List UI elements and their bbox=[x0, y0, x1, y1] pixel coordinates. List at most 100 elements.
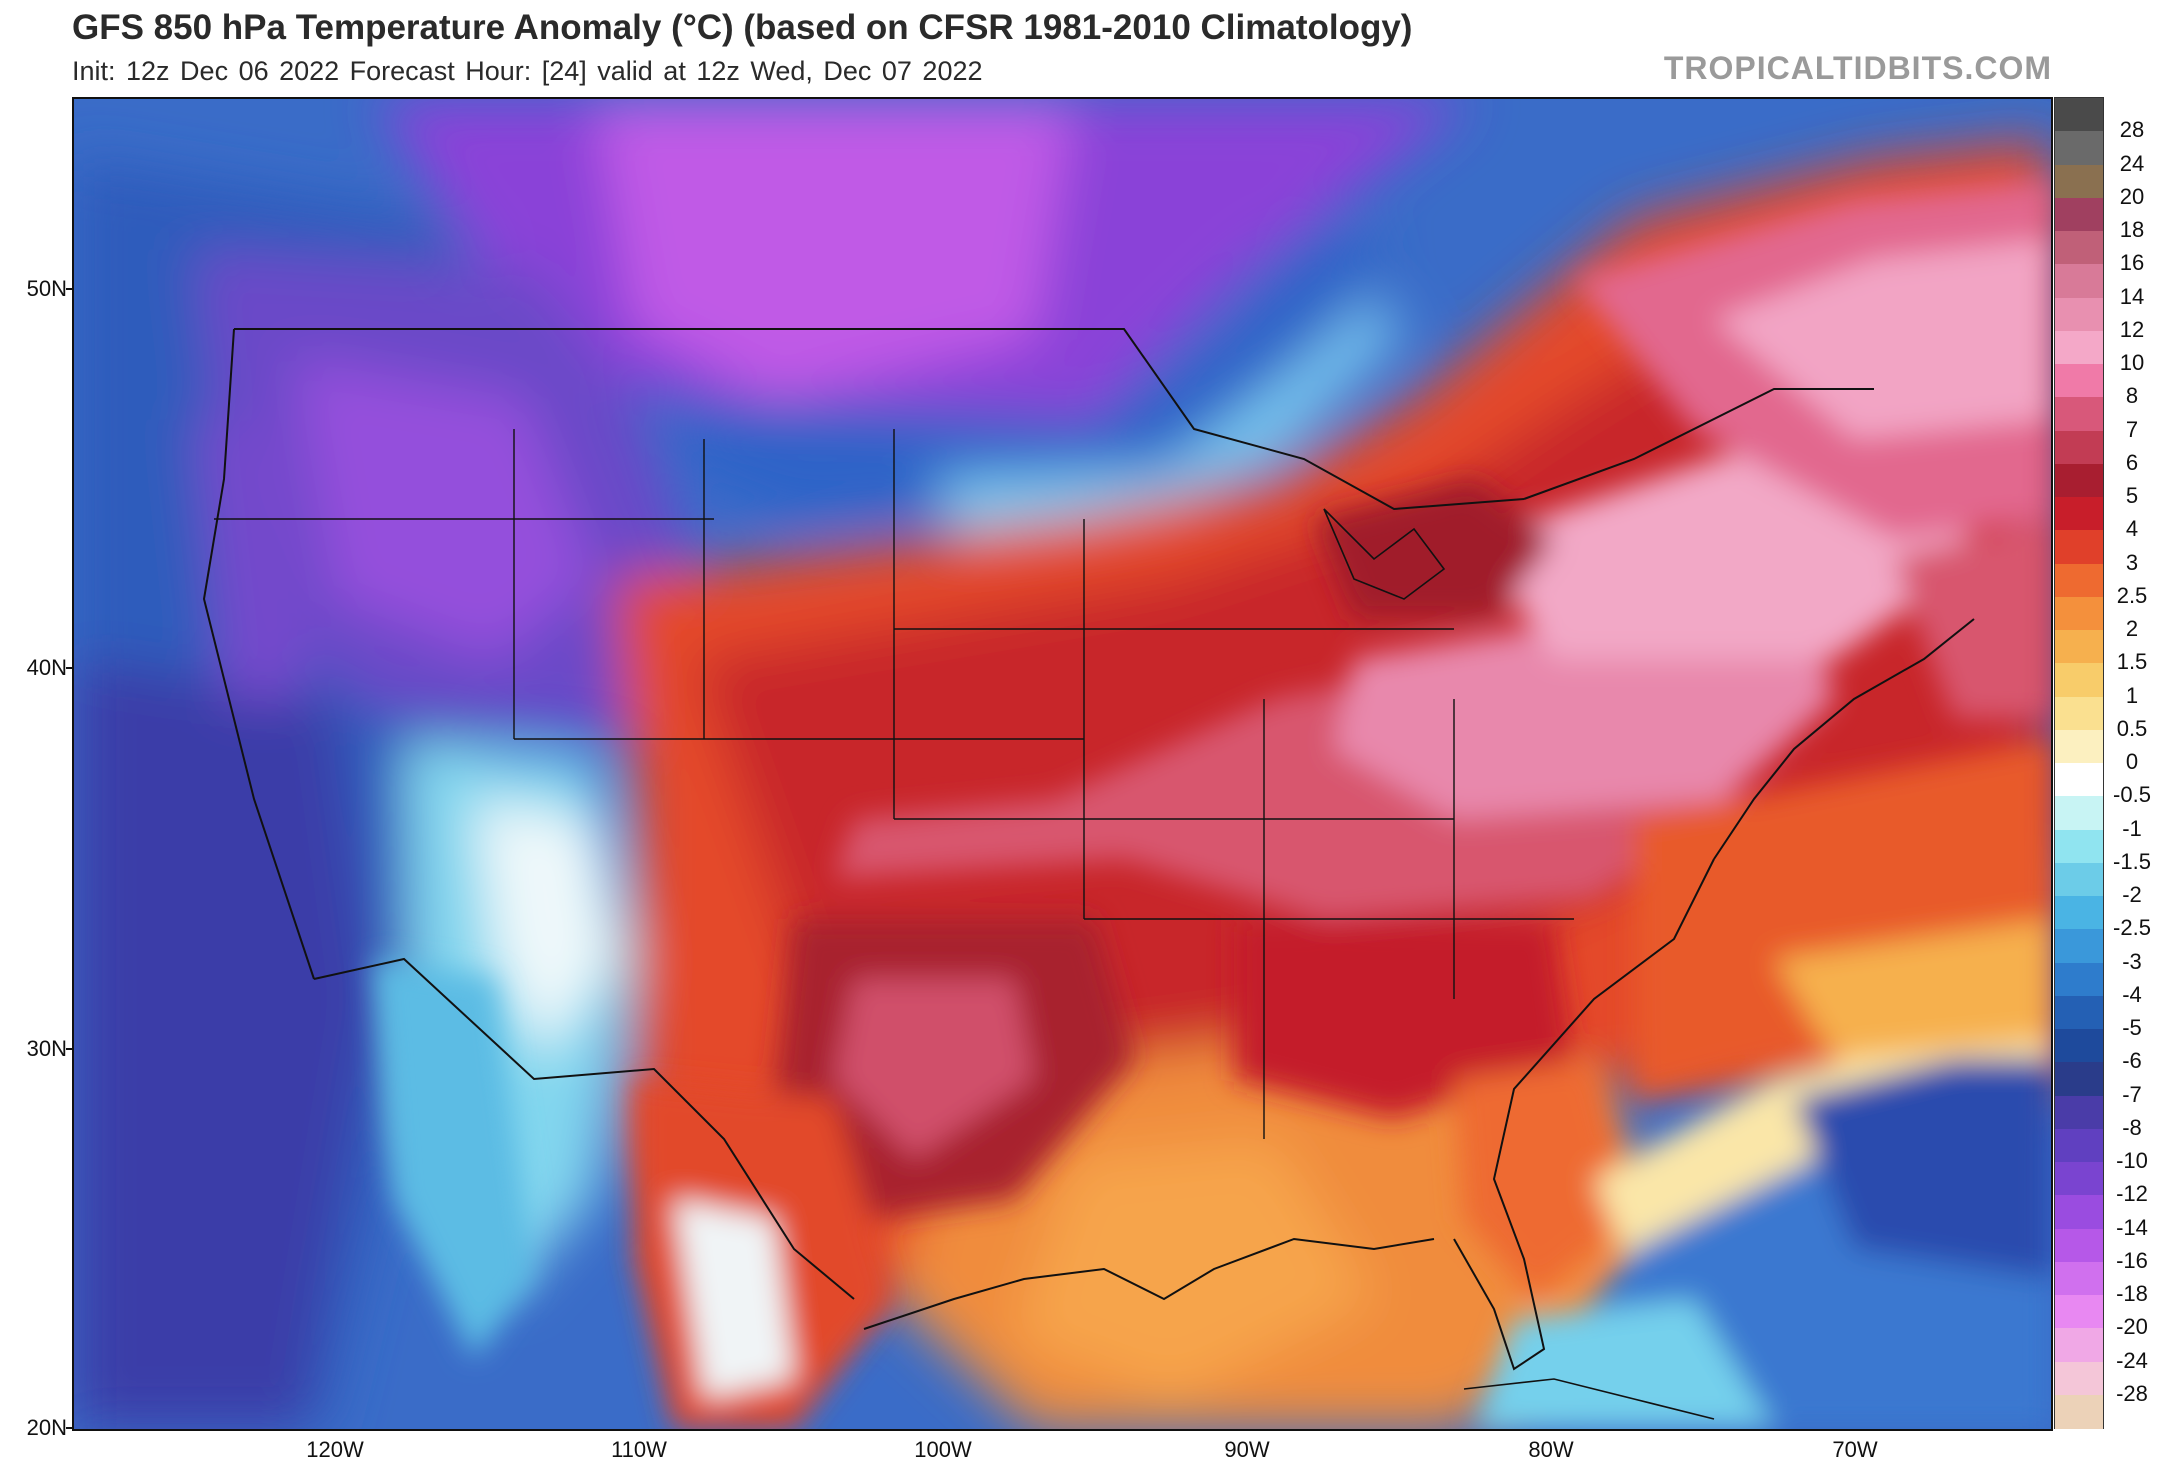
colorbar-cell bbox=[2055, 397, 2103, 431]
colorbar-cell bbox=[2055, 796, 2103, 830]
lat-tick-50n bbox=[66, 288, 74, 290]
colorbar-label: 14 bbox=[2119, 283, 2145, 309]
colorbar-label: -28 bbox=[2116, 1380, 2148, 1406]
colorbar-label: -14 bbox=[2116, 1214, 2148, 1240]
colorbar-cell bbox=[2055, 197, 2103, 232]
colorbar-cell bbox=[2055, 1261, 2103, 1296]
colorbar-cell bbox=[2055, 330, 2103, 365]
pacific-coastline bbox=[202, 328, 315, 980]
colorbar-label: 5 bbox=[2125, 483, 2139, 508]
colorbar-label: -3 bbox=[2122, 948, 2142, 974]
colorbar-cell bbox=[2055, 1095, 2103, 1130]
colorbar-label: 7 bbox=[2125, 416, 2139, 442]
colorbar-cell bbox=[2055, 995, 2103, 1030]
colorbar-label: 2.5 bbox=[2116, 582, 2148, 608]
boundary-lines bbox=[202, 328, 1975, 1420]
colorbar-label: 24 bbox=[2119, 150, 2145, 176]
colorbar-cell bbox=[2055, 862, 2103, 897]
colorbar-cell bbox=[2055, 1228, 2103, 1263]
colorbar-cell bbox=[2055, 1295, 2103, 1329]
colorbar-label: -10 bbox=[2116, 1148, 2148, 1173]
colorbar-label: 1.5 bbox=[2116, 649, 2148, 675]
site-watermark: TROPICALTIDBITS.COM bbox=[1663, 50, 2052, 86]
colorbar-label: 12 bbox=[2119, 316, 2145, 342]
lat-tick-20n bbox=[66, 1427, 74, 1429]
lon-label-70w: 70W bbox=[1832, 1437, 1878, 1462]
colorbar-cell bbox=[2055, 164, 2103, 199]
northeast-border bbox=[1523, 388, 1874, 500]
colorbar-label: 3 bbox=[2125, 549, 2139, 575]
lat-label-20n: 20N bbox=[26, 1415, 67, 1440]
lon-label-100w: 100W bbox=[914, 1437, 972, 1462]
anomaly-map[interactable] bbox=[72, 97, 2053, 1431]
colorbar-cell bbox=[2055, 497, 2103, 531]
colorbar-cell bbox=[2055, 264, 2103, 298]
colorbar-label: 28 bbox=[2119, 117, 2145, 143]
lon-label-110w: 110W bbox=[611, 1437, 667, 1462]
colorbar-cell bbox=[2055, 430, 2103, 465]
colorbar-label: -1.5 bbox=[2113, 848, 2151, 874]
colorbar-label: -7 bbox=[2122, 1081, 2142, 1107]
cuba-outline bbox=[1463, 1378, 1715, 1420]
colorbar-label: 20 bbox=[2119, 183, 2145, 209]
colorbar-cell bbox=[2055, 630, 2103, 664]
lat-label-50n: 50N bbox=[26, 276, 67, 301]
colorbar-label: -24 bbox=[2116, 1347, 2148, 1373]
lon-label-90w: 90W bbox=[1224, 1437, 1270, 1462]
colorbar bbox=[2054, 97, 2104, 1429]
colorbar-cell bbox=[2055, 530, 2103, 564]
colorbar-cell bbox=[2055, 364, 2103, 398]
colorbar-cell bbox=[2055, 929, 2103, 963]
colorbar-cell bbox=[2055, 1361, 2103, 1396]
colorbar-label: -4 bbox=[2122, 981, 2142, 1007]
colorbar-label: -20 bbox=[2116, 1314, 2148, 1340]
lon-label-80w: 80W bbox=[1528, 1437, 1574, 1462]
colorbar-cell bbox=[2055, 1394, 2103, 1429]
us-mexico-border bbox=[313, 957, 855, 1300]
colorbar-cell bbox=[2055, 1162, 2103, 1196]
colorbar-cell bbox=[2055, 1062, 2103, 1096]
colorbar-cell bbox=[2055, 663, 2103, 697]
great-lakes-outline bbox=[1323, 508, 1446, 600]
new-england-coastline bbox=[1713, 618, 1975, 860]
colorbar-label: 16 bbox=[2119, 250, 2145, 276]
colorbar-label: 2 bbox=[2125, 616, 2139, 641]
colorbar-cell bbox=[2055, 763, 2103, 797]
colorbar-cell bbox=[2055, 596, 2103, 631]
colorbar-cell bbox=[2055, 98, 2103, 132]
colorbar-label: 18 bbox=[2119, 217, 2145, 242]
colorbar-cell bbox=[2055, 896, 2103, 930]
colorbar-cell bbox=[2055, 297, 2103, 332]
us-canada-border bbox=[234, 328, 1525, 511]
colorbar-cell bbox=[2055, 962, 2103, 997]
colorbar-cell bbox=[2055, 1328, 2103, 1362]
colorbar-cell bbox=[2055, 1128, 2103, 1163]
lon-label-120w: 120W bbox=[306, 1437, 364, 1462]
colorbar-cell bbox=[2055, 231, 2103, 265]
anomaly-field-layer-2 bbox=[374, 179, 2051, 1429]
colorbar-label: 10 bbox=[2119, 350, 2145, 375]
colorbar-label: -1 bbox=[2122, 815, 2142, 841]
atlantic-coastline bbox=[1453, 858, 1715, 1371]
lat-label-40n: 40N bbox=[26, 655, 67, 680]
forecast-info: Init: 12z Dec 06 2022 Forecast Hour: [24… bbox=[72, 56, 983, 86]
colorbar-label: -5 bbox=[2122, 1015, 2142, 1040]
state-lines-horizontal bbox=[214, 518, 1574, 920]
colorbar-cell bbox=[2055, 1029, 2103, 1063]
map-canvas bbox=[74, 99, 2051, 1429]
colorbar-label: -18 bbox=[2116, 1281, 2148, 1306]
colorbar-cell bbox=[2055, 463, 2103, 498]
colorbar-label: 0 bbox=[2125, 749, 2139, 774]
colorbar-label: 0.5 bbox=[2116, 715, 2148, 741]
colorbar-label: 4 bbox=[2125, 516, 2139, 542]
colorbar-label: -2 bbox=[2122, 882, 2142, 907]
colorbar-cell bbox=[2055, 829, 2103, 864]
lat-tick-40n bbox=[66, 667, 74, 669]
colorbar-cell bbox=[2055, 563, 2103, 598]
colorbar-label: -2.5 bbox=[2113, 915, 2151, 941]
colorbar-cell bbox=[2055, 131, 2103, 165]
map-title: GFS 850 hPa Temperature Anomaly (°C) (ba… bbox=[72, 8, 1413, 47]
lat-tick-30n bbox=[66, 1048, 74, 1050]
colorbar-label: 6 bbox=[2125, 449, 2139, 475]
gulf-coastline bbox=[863, 1237, 1435, 1330]
